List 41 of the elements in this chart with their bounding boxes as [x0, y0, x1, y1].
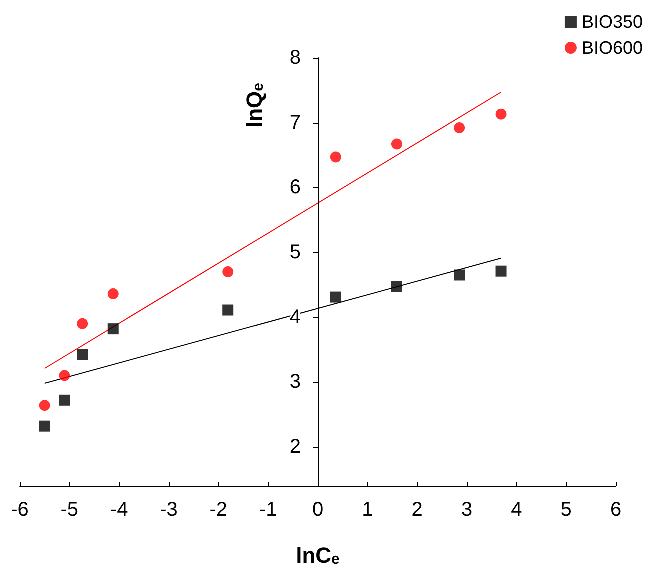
y-tick-label: 5 [290, 242, 301, 264]
point [39, 420, 50, 432]
point [108, 288, 119, 300]
x-tick-label: -4 [110, 499, 128, 521]
y-axis-title: lnQe [242, 82, 268, 128]
y-tick-label: 6 [290, 176, 301, 199]
point [496, 108, 507, 120]
x-tick-label: -2 [210, 499, 228, 521]
point [330, 292, 342, 303]
point [77, 350, 88, 361]
point [496, 266, 507, 277]
x-tick-label: 4 [511, 499, 522, 521]
x-tick-label: 1 [362, 499, 374, 521]
point [222, 304, 234, 316]
point [391, 138, 402, 150]
point [39, 400, 50, 412]
point [222, 266, 234, 278]
point [108, 324, 119, 335]
legend-label: BIO350 [582, 12, 644, 32]
point [454, 270, 466, 281]
x-tick-label: 5 [560, 499, 572, 521]
y-tick-label: 8 [290, 47, 301, 69]
x-tick-label: -1 [259, 499, 278, 521]
point [330, 152, 342, 163]
y-tick-label: 3 [290, 371, 301, 394]
y-tick-label: 2 [290, 436, 301, 458]
point [77, 318, 88, 330]
x-tick-label: 3 [461, 499, 473, 521]
point [59, 394, 70, 406]
x-axis-title: lnCe [296, 543, 340, 568]
legend-label: BIO600 [582, 38, 644, 58]
x-tick-label: 0 [312, 499, 324, 521]
point [454, 122, 466, 134]
x-tick-label: 6 [610, 499, 622, 521]
point [59, 370, 70, 382]
x-tick-label: -5 [60, 499, 79, 521]
x-tick-label: -6 [11, 499, 29, 521]
x-tick-label: 2 [412, 499, 423, 521]
x-tick-label: -3 [160, 499, 178, 521]
point [391, 281, 402, 292]
y-tick-label: 7 [290, 112, 301, 134]
